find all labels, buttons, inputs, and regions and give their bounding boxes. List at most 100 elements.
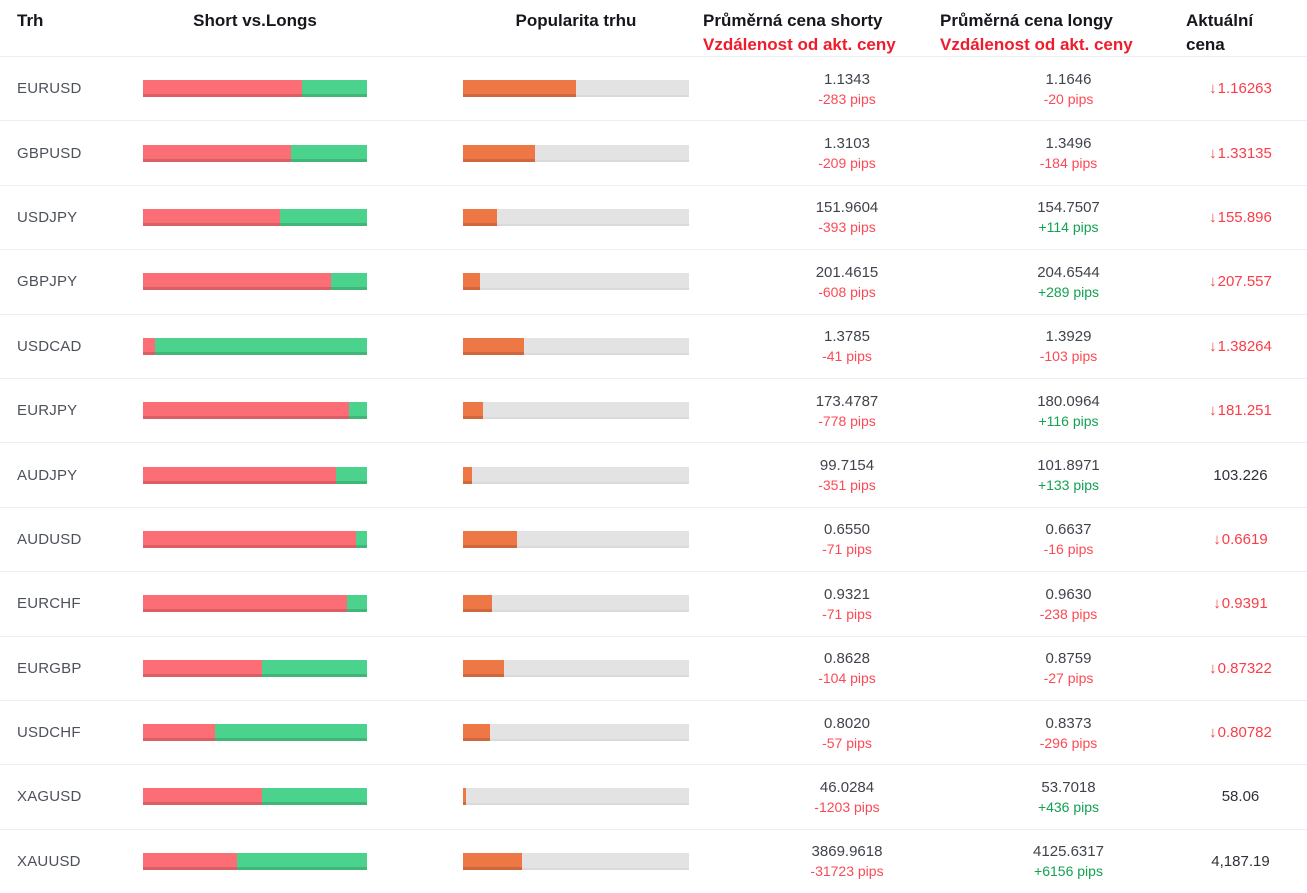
current-price-cell: ↓207.557 — [1160, 273, 1307, 290]
avg-short-cell: 46.0284 -1203 pips — [689, 779, 935, 815]
avg-short-price: 201.4615 — [815, 263, 879, 281]
avg-long-distance: +6156 pips — [1034, 863, 1103, 880]
avg-long-price: 101.8971 — [1037, 457, 1100, 475]
current-price-title-line1: Aktuální — [1186, 11, 1254, 30]
avg-short-cell: 151.9604 -393 pips — [689, 199, 935, 235]
popularity-segment — [463, 659, 504, 677]
avg-short-price: 1.3785 — [824, 328, 870, 346]
avg-short-cell: 0.8020 -57 pips — [689, 715, 935, 751]
avg-long-price: 154.7507 — [1037, 199, 1100, 217]
short-vs-long-cell — [143, 80, 367, 98]
avg-short-cell: 0.8628 -104 pips — [689, 650, 935, 686]
current-price-cell: ↓0.80782 — [1160, 724, 1307, 741]
popularity-segment — [463, 724, 491, 742]
popularity-bar — [463, 852, 689, 870]
current-price-value: 155.896 — [1217, 208, 1272, 226]
avg-short-cell: 201.4615 -608 pips — [689, 264, 935, 300]
avg-short-cell: 0.9321 -71 pips — [689, 586, 935, 622]
current-price-cell: ↓181.251 — [1160, 402, 1307, 419]
pair-label: USDCAD — [17, 337, 82, 355]
short-vs-long-bar — [143, 852, 367, 870]
popularity-segment — [463, 595, 493, 613]
short-vs-long-cell — [143, 724, 367, 742]
pair-label: EURCHF — [17, 595, 81, 613]
popularity-cell — [463, 80, 689, 98]
avg-short-cell: 1.1343 -283 pips — [689, 71, 935, 107]
avg-short-distance: -41 pips — [822, 348, 872, 365]
current-price-value: 58.06 — [1221, 788, 1260, 806]
short-segment — [143, 144, 291, 162]
table-row: AUDUSD 0.6550 -71 pips 0.6637 -16 pips — [0, 506, 1307, 571]
avg-long-distance: -184 pips — [1039, 155, 1098, 172]
popularity-bar — [463, 337, 689, 355]
avg-long-title: Průměrná cena longy — [940, 11, 1113, 30]
short-segment — [143, 788, 262, 806]
short-vs-long-cell — [143, 273, 367, 291]
popularity-segment — [463, 80, 576, 98]
avg-long-cell: 53.7018 +436 pips — [935, 779, 1160, 815]
avg-short-price: 173.4787 — [815, 392, 879, 410]
short-vs-long-cell — [143, 337, 367, 355]
pair-label: AUDUSD — [17, 530, 82, 548]
short-segment — [143, 208, 280, 226]
popularity-cell — [463, 530, 689, 548]
avg-short-distance: -608 pips — [818, 283, 876, 300]
avg-long-cell: 154.7507 +114 pips — [935, 199, 1160, 235]
popularity-bar — [463, 208, 689, 226]
popularity-cell — [463, 466, 689, 484]
down-arrow-icon: ↓ — [1209, 724, 1217, 742]
short-vs-long-cell — [143, 144, 367, 162]
popularity-segment — [463, 144, 536, 162]
avg-short-cell: 1.3785 -41 pips — [689, 328, 935, 364]
avg-long-price: 53.7018 — [1041, 778, 1096, 796]
popularity-bar — [463, 530, 689, 548]
popularity-cell — [463, 208, 689, 226]
down-arrow-icon: ↓ — [1213, 530, 1221, 548]
short-segment — [143, 659, 262, 677]
avg-long-cell: 101.8971 +133 pips — [935, 457, 1160, 493]
popularity-bar — [463, 788, 689, 806]
current-price-value: 1.38264 — [1217, 337, 1272, 355]
avg-long-price: 1.1646 — [1045, 70, 1092, 88]
column-header-avg-short: Průměrná cena shorty Vzdálenost od akt. … — [689, 9, 935, 57]
popularity-bar — [463, 659, 689, 677]
table-row: EURJPY 173.4787 -778 pips 180.0964 +11 — [0, 377, 1307, 442]
popularity-bar — [463, 273, 689, 291]
short-vs-long-bar — [143, 402, 367, 420]
current-price-cell: ↓1.16263 — [1160, 80, 1307, 97]
avg-long-price: 0.8759 — [1045, 650, 1092, 668]
down-arrow-icon: ↓ — [1209, 659, 1217, 677]
avg-long-price: 1.3929 — [1045, 328, 1092, 346]
avg-long-cell: 0.8759 -27 pips — [935, 650, 1160, 686]
down-arrow-icon: ↓ — [1213, 595, 1221, 613]
current-price-cell: ↓155.896 — [1160, 209, 1307, 226]
avg-long-distance: -16 pips — [1043, 541, 1094, 558]
short-segment — [143, 273, 332, 291]
short-vs-long-bar — [143, 273, 367, 291]
avg-short-distance: -393 pips — [818, 219, 876, 236]
avg-long-price: 0.6637 — [1045, 521, 1092, 539]
column-header-popularity: Popularita trhu — [515, 11, 637, 30]
current-price-title-line2: cena — [1186, 35, 1225, 54]
table-row: USDCAD 1.3785 -41 pips 1.3929 -103 pip — [0, 313, 1307, 378]
avg-short-price: 99.7154 — [819, 457, 875, 475]
short-vs-long-cell — [143, 788, 367, 806]
current-price-cell: ↓1.38264 — [1160, 338, 1307, 355]
avg-short-price: 0.9321 — [824, 585, 870, 603]
popularity-bar — [463, 724, 689, 742]
current-price-value: 0.87322 — [1217, 659, 1272, 677]
avg-long-distance: +116 pips — [1038, 412, 1099, 429]
popularity-cell — [463, 273, 689, 291]
pair-label: GBPUSD — [17, 144, 82, 162]
down-arrow-icon: ↓ — [1209, 80, 1217, 98]
short-segment — [143, 724, 215, 742]
popularity-segment — [463, 852, 522, 870]
avg-long-cell: 0.8373 -296 pips — [935, 715, 1160, 751]
short-vs-long-bar — [143, 337, 367, 355]
current-price-value: 4,187.19 — [1211, 852, 1270, 870]
avg-long-cell: 204.6544 +289 pips — [935, 264, 1160, 300]
short-vs-long-cell — [143, 208, 367, 226]
pair-label: EURUSD — [17, 80, 82, 98]
avg-short-distance: -1203 pips — [814, 798, 880, 815]
down-arrow-icon: ↓ — [1209, 337, 1217, 355]
